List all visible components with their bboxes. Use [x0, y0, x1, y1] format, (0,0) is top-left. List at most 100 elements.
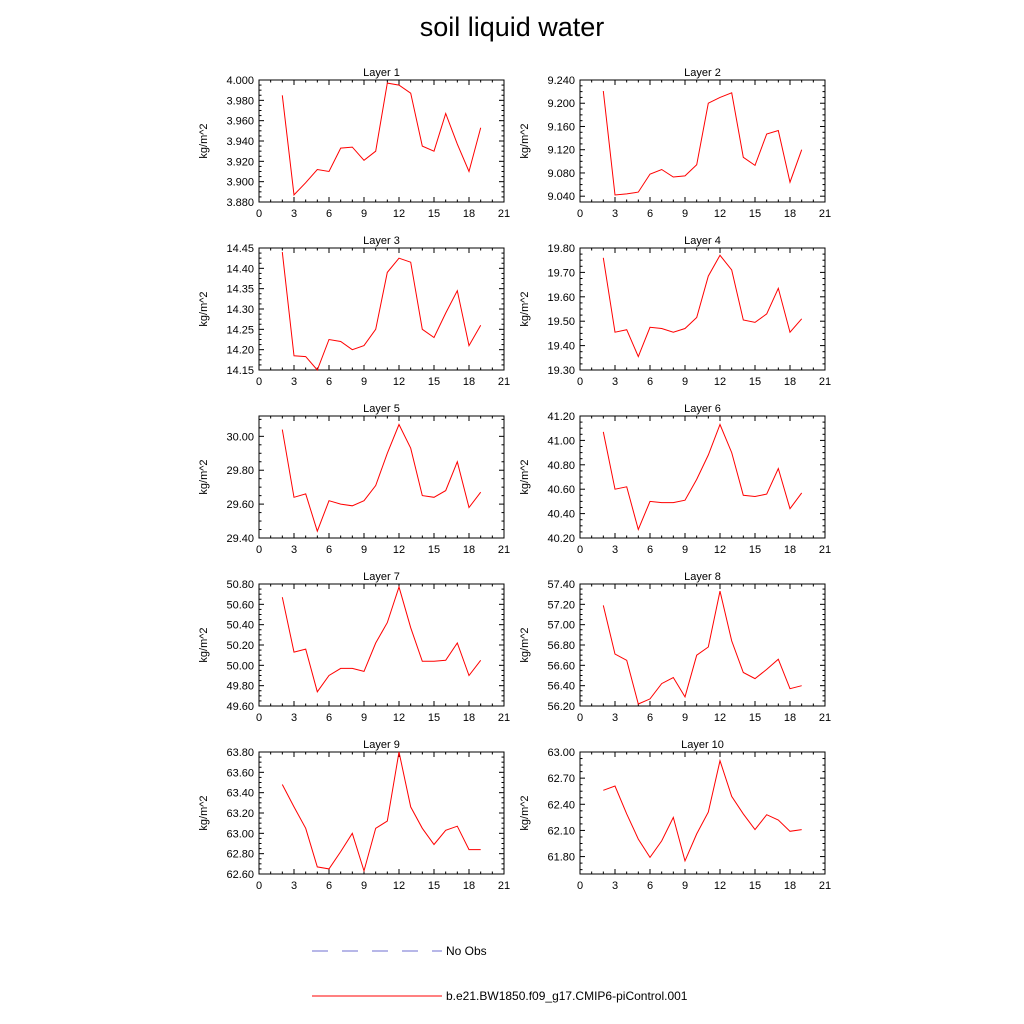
x-tick-label: 0	[577, 376, 583, 388]
y-tick-label: 63.40	[226, 788, 254, 800]
y-tick-label: 14.15	[226, 365, 254, 377]
y-tick-label: 63.00	[226, 828, 254, 840]
y-tick-label: 57.40	[547, 579, 575, 591]
y-tick-label: 29.60	[226, 499, 254, 511]
plot-frame	[579, 415, 826, 539]
x-tick-label: 12	[714, 544, 726, 556]
x-tick-label: 9	[682, 880, 688, 892]
y-tick-label: 9.040	[547, 191, 575, 203]
plot-frame	[258, 583, 505, 707]
y-tick-label: 40.60	[547, 484, 575, 496]
x-tick-label: 0	[577, 544, 583, 556]
x-tick-label: 21	[498, 712, 510, 724]
y-tick-label: 9.160	[547, 121, 575, 133]
panel-title: Layer 7	[363, 571, 400, 583]
y-axis-label: kg/m^2	[519, 123, 531, 158]
series-line	[602, 254, 803, 358]
y-axis-label: kg/m^2	[198, 627, 210, 662]
y-tick-label: 56.20	[547, 701, 575, 713]
x-tick-label: 3	[612, 376, 618, 388]
y-tick-label: 19.40	[547, 341, 575, 353]
y-axis-label: kg/m^2	[519, 795, 531, 830]
y-tick-label: 19.30	[547, 365, 575, 377]
y-axis-label: kg/m^2	[519, 459, 531, 494]
y-tick-label: 57.00	[547, 620, 575, 632]
y-tick-label: 3.960	[226, 116, 254, 128]
series-line	[602, 423, 803, 532]
panel-layer-1: Layer 1 kg/m^2 0 3 6 9 12 15 18 21 3.880 3.900 3.920…	[198, 67, 510, 220]
figure-title: soil liquid water	[419, 12, 605, 42]
y-tick-label: 4.000	[226, 75, 254, 87]
x-tick-label: 21	[498, 208, 510, 220]
y-axis-label: kg/m^2	[198, 795, 210, 830]
y-axis-label: kg/m^2	[198, 123, 210, 158]
x-tick-label: 18	[463, 376, 475, 388]
x-tick-label: 15	[428, 376, 440, 388]
x-tick-label: 15	[749, 208, 761, 220]
panel-title: Layer 3	[363, 235, 400, 247]
panel-title: Layer 9	[363, 739, 400, 751]
x-tick-label: 18	[784, 712, 796, 724]
x-tick-label: 3	[612, 712, 618, 724]
y-tick-label: 50.60	[226, 599, 254, 611]
legend-label-no-obs: No Obs	[446, 944, 487, 958]
x-tick-label: 21	[498, 544, 510, 556]
y-tick-label: 62.60	[226, 869, 254, 881]
y-axis-label: kg/m^2	[519, 627, 531, 662]
y-tick-label: 14.40	[226, 263, 254, 275]
x-tick-label: 21	[819, 712, 831, 724]
x-tick-label: 12	[714, 208, 726, 220]
plot-frame	[579, 247, 826, 371]
x-tick-label: 18	[784, 376, 796, 388]
y-tick-label: 62.10	[547, 825, 575, 837]
x-tick-label: 6	[326, 712, 332, 724]
x-tick-label: 0	[256, 376, 262, 388]
x-tick-label: 9	[361, 712, 367, 724]
x-tick-label: 6	[326, 208, 332, 220]
panel-title: Layer 6	[684, 403, 721, 415]
panel-layer-5: Layer 5 kg/m^2 0 3 6 9 12 15 18 21 29.40 29.60 29.80…	[198, 403, 510, 556]
x-tick-label: 15	[428, 544, 440, 556]
y-tick-label: 14.20	[226, 345, 254, 357]
x-tick-label: 12	[393, 712, 405, 724]
y-tick-label: 30.00	[226, 431, 254, 443]
y-tick-label: 62.80	[226, 849, 254, 861]
x-tick-label: 6	[647, 376, 653, 388]
x-tick-label: 12	[393, 880, 405, 892]
series-line	[281, 252, 482, 371]
x-tick-label: 6	[326, 376, 332, 388]
x-tick-label: 21	[819, 880, 831, 892]
x-tick-label: 3	[612, 544, 618, 556]
y-axis-label: kg/m^2	[519, 291, 531, 326]
series-line	[281, 82, 482, 197]
y-tick-label: 57.20	[547, 599, 575, 611]
plot-frame	[579, 583, 826, 707]
x-tick-label: 15	[428, 712, 440, 724]
x-tick-label: 9	[682, 544, 688, 556]
y-tick-label: 56.80	[547, 640, 575, 652]
panel-layer-4: Layer 4 kg/m^2 0 3 6 9 12 15 18 21 19.30 19.40 19.50…	[519, 235, 831, 388]
x-tick-label: 15	[428, 208, 440, 220]
panel-title: Layer 5	[363, 403, 400, 415]
x-tick-label: 0	[577, 880, 583, 892]
y-tick-label: 50.20	[226, 640, 254, 652]
x-tick-label: 3	[291, 880, 297, 892]
x-tick-label: 0	[577, 208, 583, 220]
y-tick-label: 63.00	[547, 747, 575, 759]
y-tick-label: 3.880	[226, 197, 254, 209]
x-tick-label: 15	[428, 880, 440, 892]
x-tick-label: 3	[612, 208, 618, 220]
y-tick-label: 14.35	[226, 284, 254, 296]
series-line	[603, 758, 802, 863]
x-tick-label: 21	[819, 376, 831, 388]
series-line	[281, 585, 482, 693]
plot-frame	[579, 751, 826, 875]
x-tick-label: 21	[819, 208, 831, 220]
series-line	[602, 90, 803, 196]
x-tick-label: 21	[498, 880, 510, 892]
x-tick-label: 18	[784, 880, 796, 892]
x-tick-label: 6	[647, 544, 653, 556]
y-tick-label: 29.40	[226, 533, 254, 545]
x-tick-label: 18	[463, 544, 475, 556]
